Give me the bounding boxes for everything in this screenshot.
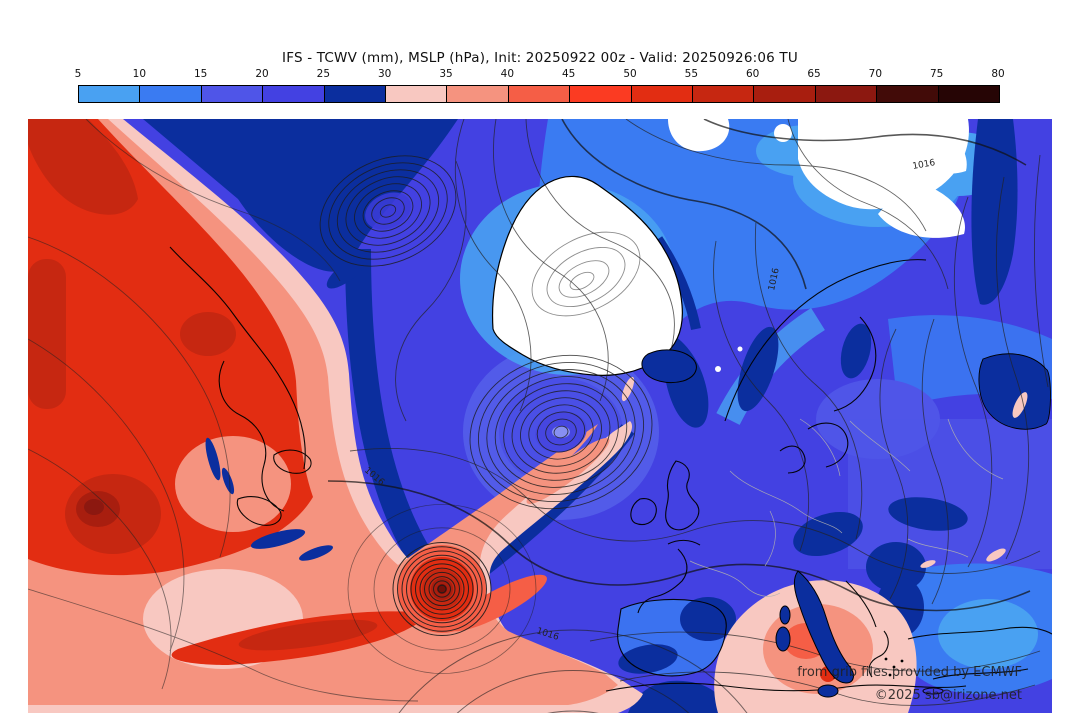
isobar-label: 1016 (767, 267, 782, 292)
coastlines (169, 246, 1052, 695)
colorbar-segment (754, 86, 816, 102)
colorbar-tick-label: 55 (684, 68, 699, 80)
colorbar-segment (324, 86, 387, 102)
colorbar-segment (815, 86, 878, 102)
colorbar-tick-label: 50 (623, 68, 637, 80)
weather-map: 1016 1016 1016 1016 from grib files prov… (28, 119, 1052, 713)
colorbar-segment (263, 86, 325, 102)
cyclone-cores (365, 192, 587, 453)
colorbar-tick-label: 75 (929, 68, 944, 80)
colorbar-tick-label: 80 (991, 68, 1005, 80)
black-sea (978, 353, 1051, 430)
country-borders (689, 418, 1004, 597)
land-islands (641, 349, 904, 698)
colorbar-tick-label: 10 (132, 68, 147, 80)
colorbar-segment (140, 86, 202, 102)
isobar-labels: 1016 1016 1016 1016 (362, 158, 936, 643)
colorbar-tick-label: 65 (807, 68, 821, 80)
tcwv-mslp-map: 1016 1016 1016 1016 (28, 119, 1052, 713)
colorbar-swatches (78, 85, 1000, 103)
attribution: from grib files provided by ECMWF ©2025 … (797, 661, 1022, 707)
colorbar-segment (508, 86, 571, 102)
colorbar-tick-label: 20 (255, 68, 269, 80)
colorbar-segment (631, 86, 694, 102)
colorbar-tick-label: 25 (316, 68, 331, 80)
greenland-elevation-contours (531, 231, 641, 317)
colorbar-tick-label: 5 (74, 68, 82, 80)
colorbar-tick-label: 45 (561, 68, 576, 80)
map-title: IFS - TCWV (mm), MSLP (hPa), Init: 20250… (282, 50, 798, 66)
colorbar-segment (938, 86, 1000, 102)
isobar-lines-west (28, 119, 419, 702)
colorbar-tick-label: 35 (439, 68, 453, 80)
dry-white-layer (492, 119, 969, 376)
isobar-label: 1016 (912, 158, 937, 172)
attribution-copyright: ©2025 sb@irizone.net (874, 688, 1022, 703)
colorbar-tick-label: 30 (377, 68, 392, 80)
colorbar-segment (79, 86, 141, 102)
greenland (492, 175, 683, 376)
isobar-ring-sets (319, 155, 748, 713)
colorbar-segment (201, 86, 264, 102)
colorbar-segment (386, 86, 448, 102)
colorbar-tick-label: 70 (868, 68, 883, 80)
colorbar: 5 10 15 20 25 30 35 40 45 50 55 60 65 70 75 80 (74, 68, 1005, 104)
hurricane (398, 545, 486, 633)
colorbar-segment (693, 86, 755, 102)
attribution-source: from grib files provided by ECMWF (797, 665, 1022, 680)
colorbar-tick-label: 40 (500, 68, 515, 80)
colorbar-segment (877, 86, 939, 102)
colorbar-segment (447, 86, 509, 102)
colorbar-segment (570, 86, 632, 102)
colorbar-tick-label: 60 (745, 68, 760, 80)
colorbar-tick-label: 15 (193, 68, 208, 80)
colorbar-ticks: 5 10 15 20 25 30 35 40 45 50 55 60 65 70 75 80 (74, 68, 1005, 82)
